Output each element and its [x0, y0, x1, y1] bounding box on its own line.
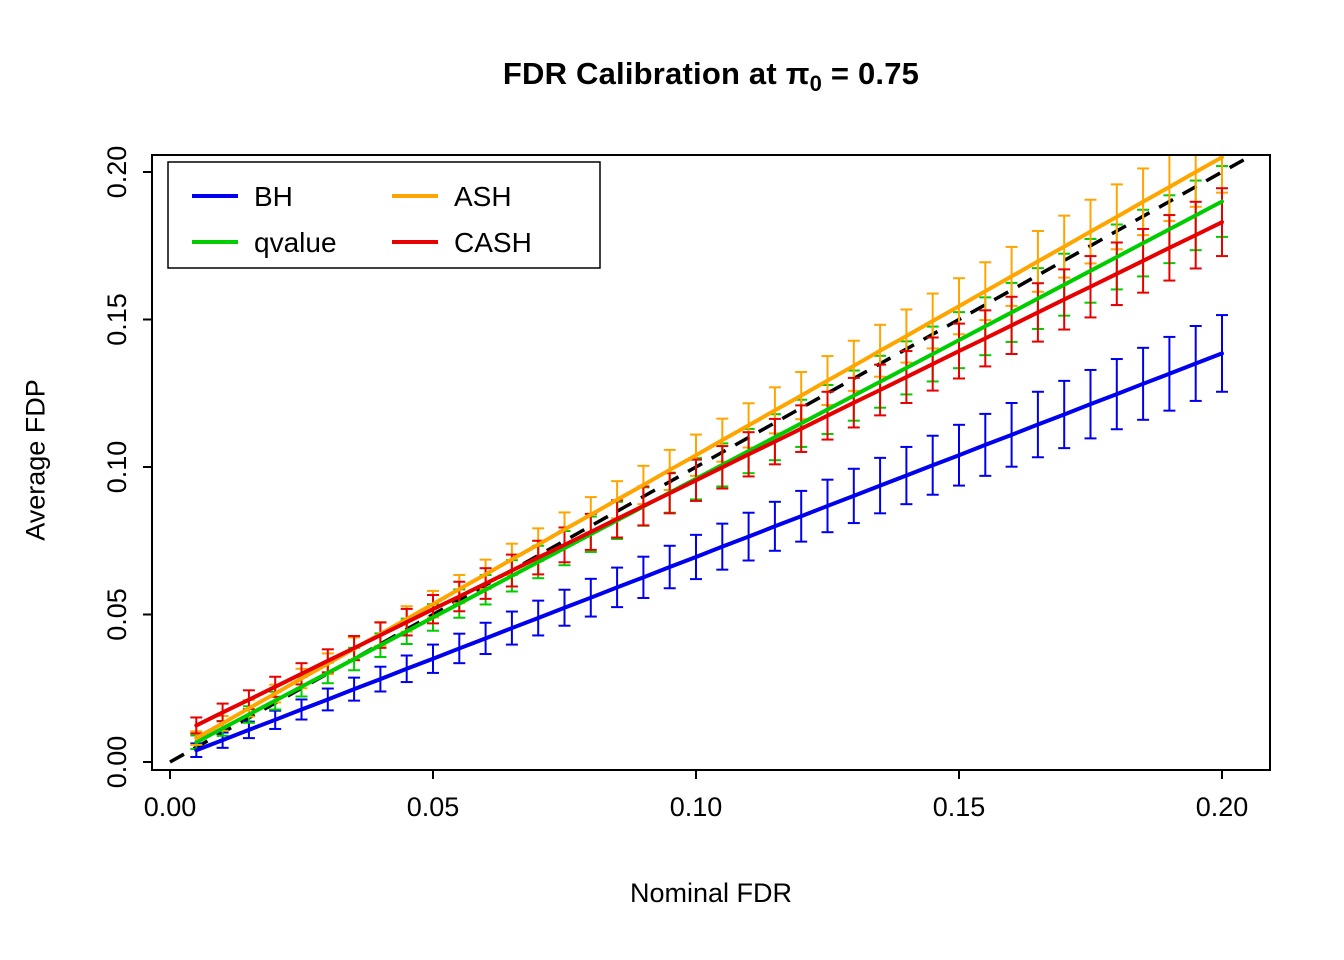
- legend-box: [167, 161, 601, 269]
- y-tick-label: 0.10: [102, 441, 132, 494]
- y-axis-ticks: 0.00 0.05 0.10 0.15 0.20: [102, 146, 152, 789]
- series-line-CASH: [194, 220, 1224, 728]
- legend-label: BH: [254, 181, 293, 212]
- pi-symbol: π: [785, 56, 810, 91]
- legend-entry-BH: BH: [192, 181, 293, 212]
- x-axis-label: Nominal FDR: [629, 878, 793, 908]
- legend: BH qvalue ASH CASH: [167, 161, 601, 269]
- y-axis-label: Average FDP: [20, 379, 51, 541]
- plot-data-layer: [169, 156, 1255, 764]
- x-tick-label: 0.05: [407, 792, 460, 822]
- y-tick-label: 0.05: [102, 588, 132, 641]
- legend-label: qvalue: [254, 227, 337, 258]
- plot-border: [151, 154, 1271, 771]
- plot-title-text: FDR Calibration at: [502, 56, 786, 91]
- legend-entry-CASH: CASH: [392, 227, 532, 258]
- legend-entry-qvalue: qvalue: [192, 227, 337, 258]
- legend-label: ASH: [454, 181, 512, 212]
- series-line-BH: [194, 351, 1224, 753]
- plot-title-value: = 0.75: [822, 56, 920, 91]
- pi-subscript: 0: [809, 71, 823, 97]
- y-tick-label: 0.00: [102, 736, 132, 789]
- x-tick-label: 0.00: [144, 792, 197, 822]
- x-tick-label: 0.10: [670, 792, 723, 822]
- y-tick-label: 0.15: [102, 293, 132, 346]
- legend-label: CASH: [454, 227, 532, 258]
- legend-entry-ASH: ASH: [392, 181, 512, 212]
- x-axis-ticks: 0.00 0.05 0.10 0.15 0.20: [144, 770, 1249, 822]
- x-tick-label: 0.20: [1196, 792, 1249, 822]
- plot-title: FDR Calibration at π0 = 0.75: [152, 56, 1270, 97]
- x-tick-label: 0.15: [933, 792, 986, 822]
- y-tick-label: 0.20: [102, 146, 132, 199]
